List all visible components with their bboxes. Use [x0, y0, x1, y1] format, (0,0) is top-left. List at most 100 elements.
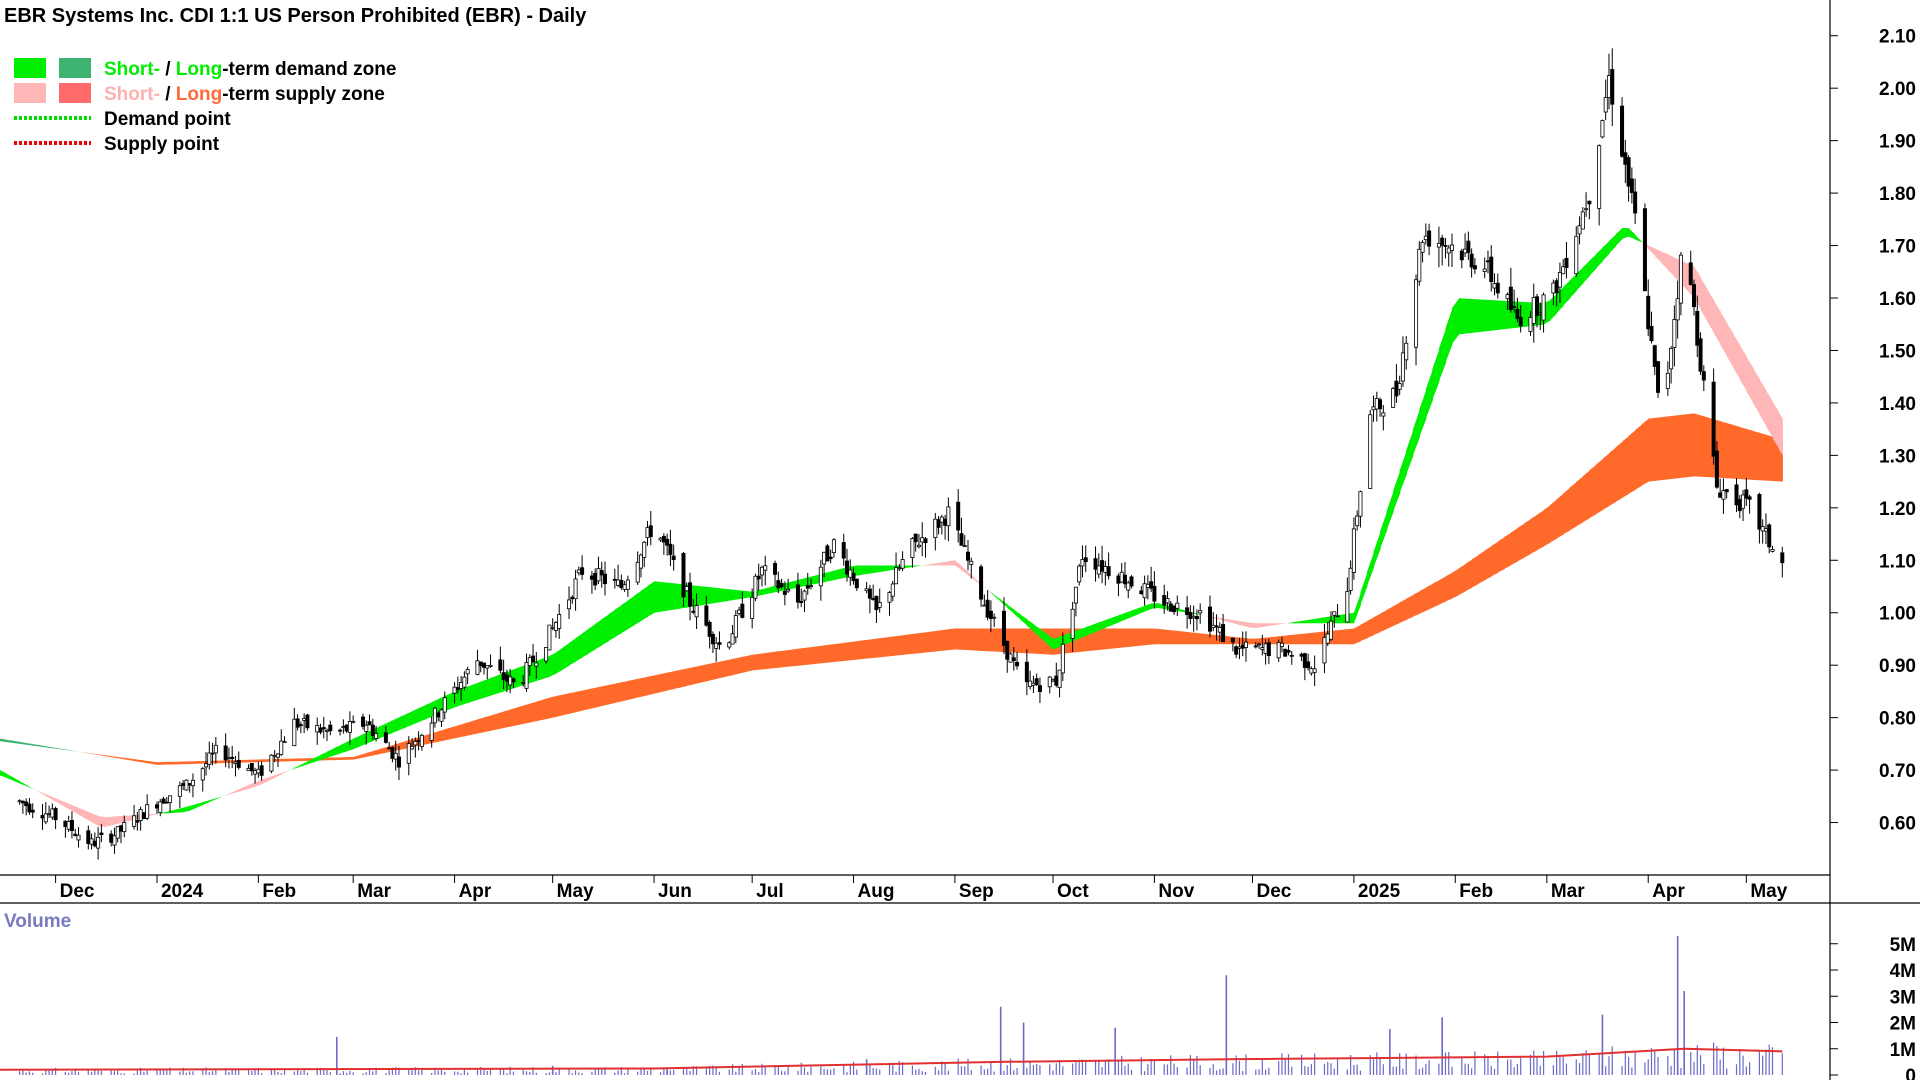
short-term-zone-segment: [170, 809, 178, 814]
x-tick-label: Sep: [959, 881, 994, 902]
candle-body: [1652, 345, 1657, 367]
y-tick-label: 1.80: [1879, 184, 1916, 205]
short-term-zone-segment: [1039, 629, 1048, 644]
candle-body: [1551, 282, 1556, 294]
candle-body: [897, 567, 902, 570]
short-term-zone-segment: [1360, 572, 1368, 605]
short-term-zone-segment: [1353, 592, 1362, 624]
y-tick-label: 1.30: [1879, 446, 1916, 467]
legend-entry-label: Supply point: [104, 134, 220, 155]
short-term-zone-segment: [1478, 299, 1486, 333]
short-term-zone-segment: [58, 799, 67, 808]
long-term-zone-segment: [1138, 628, 1146, 646]
candle-body: [750, 596, 755, 619]
long-term-zone-segment: [1733, 425, 1741, 480]
x-tick-label: Mar: [1551, 881, 1585, 902]
short-term-zone-segment: [1432, 348, 1440, 400]
candle-body: [1397, 383, 1402, 390]
long-term-zone-segment: [1281, 635, 1290, 645]
long-term-zone-segment: [686, 667, 694, 686]
candle-body: [714, 642, 719, 649]
candle-body: [966, 551, 971, 561]
volume-average-line: [0, 1047, 1783, 1071]
candle-body: [413, 741, 418, 746]
candle-body: [1610, 69, 1615, 105]
y-tick-label: 0.60: [1879, 814, 1916, 835]
candle-body: [370, 724, 375, 737]
candle-body: [822, 551, 827, 565]
candle-body: [1698, 338, 1703, 372]
long-term-zone-segment: [1295, 633, 1303, 645]
short-term-zone-segment: [882, 565, 891, 572]
candle-body: [550, 626, 555, 629]
short-term-zone-segment: [673, 583, 681, 610]
long-term-zone-segment: [811, 646, 819, 665]
short-term-zone-segment: [1746, 356, 1754, 403]
long-term-zone-segment: [961, 628, 969, 651]
candle-body: [1557, 272, 1562, 288]
long-term-zone-segment: [954, 628, 963, 650]
long-term-zone-segment: [680, 668, 688, 688]
short-term-zone-segment: [1268, 623, 1277, 626]
candle-body: [1482, 268, 1487, 272]
long-term-zone-segment: [1654, 417, 1662, 481]
legend-entry-part: /: [160, 84, 176, 105]
candle-body: [962, 545, 967, 548]
long-term-zone-segment: [549, 695, 557, 719]
short-term-zone-segment: [346, 738, 354, 752]
candle-body: [1322, 636, 1327, 664]
short-term-zone-segment: [1412, 409, 1420, 456]
candle-body: [122, 822, 127, 833]
long-term-zone-segment: [340, 757, 348, 760]
long-term-zone-segment: [778, 650, 786, 668]
candle-body: [1718, 492, 1723, 498]
candle-body: [1692, 284, 1697, 308]
long-term-zone-segment: [1746, 428, 1754, 480]
candle-body: [1001, 610, 1006, 646]
candle-body: [694, 605, 699, 618]
long-term-zone-segment: [1425, 583, 1433, 611]
candle-body: [1302, 653, 1307, 668]
candle-body: [230, 756, 235, 760]
short-term-zone-segment: [412, 708, 420, 725]
long-term-zone-segment: [719, 660, 727, 679]
short-term-zone-segment: [1092, 622, 1100, 634]
candle-body: [1070, 608, 1075, 639]
candle-body: [1051, 679, 1056, 682]
long-term-zone-segment: [333, 757, 341, 761]
y-tick-label: 0.90: [1879, 656, 1916, 677]
legend-entry-label: Short- / Long-term supply zone: [104, 84, 385, 105]
candle-body: [1266, 642, 1271, 657]
long-term-zone-segment: [1412, 591, 1420, 617]
long-term-zone-segment: [45, 746, 53, 749]
long-term-zone-segment: [300, 758, 309, 761]
candle-body: [776, 580, 781, 589]
long-term-zone-segment: [1648, 417, 1656, 482]
short-term-zone-segment: [1726, 322, 1734, 368]
candle-body: [1606, 75, 1611, 98]
candle-body: [939, 516, 944, 523]
candle-body: [979, 566, 984, 600]
long-term-zone-segment: [183, 761, 191, 765]
short-term-zone-segment: [1275, 623, 1283, 625]
short-term-zone-segment: [765, 586, 773, 595]
candle-body: [436, 712, 441, 718]
candle-body: [1642, 208, 1647, 292]
long-term-zone-segment: [1510, 528, 1519, 566]
long-term-zone-segment: [1406, 594, 1414, 620]
short-term-zone-segment: [667, 582, 675, 611]
candle-body: [1217, 627, 1222, 633]
long-term-zone-segment: [1720, 421, 1728, 479]
long-term-zone-segment: [850, 641, 858, 661]
long-term-zone-segment: [948, 628, 956, 651]
candle-body: [1649, 325, 1654, 342]
short-term-zone-segment: [189, 803, 197, 811]
candle-body: [295, 718, 300, 728]
short-term-zone-segment: [124, 815, 132, 823]
candle-body: [109, 833, 114, 843]
candle-body: [779, 582, 784, 588]
short-term-zone-segment: [706, 586, 714, 605]
candle-body: [210, 752, 215, 755]
long-term-zone-segment: [673, 669, 681, 690]
candle-body: [161, 798, 166, 804]
